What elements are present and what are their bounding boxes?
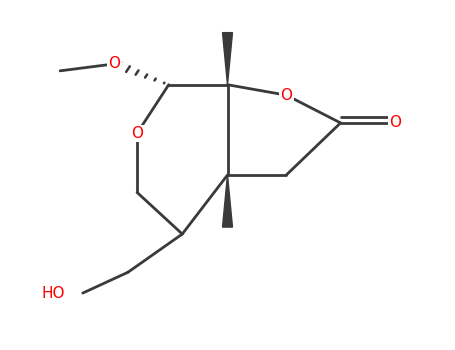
Text: O: O [389,116,401,131]
Polygon shape [222,175,233,227]
Polygon shape [222,33,233,85]
Text: O: O [108,56,121,71]
Text: O: O [280,88,292,103]
Text: O: O [131,126,143,141]
Text: HO: HO [41,286,65,301]
